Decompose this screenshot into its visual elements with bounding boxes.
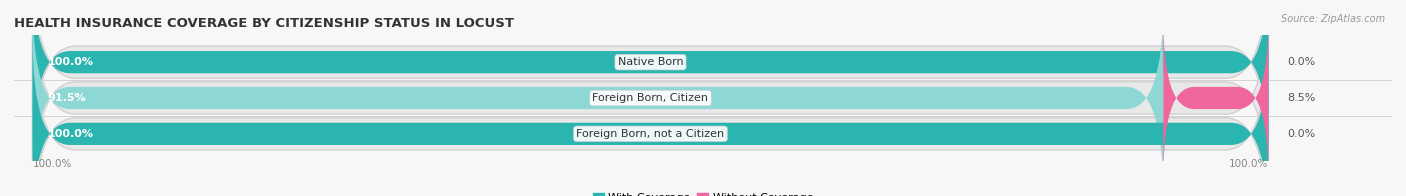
- Text: 100.0%: 100.0%: [48, 129, 93, 139]
- FancyBboxPatch shape: [32, 37, 1268, 196]
- Text: 0.0%: 0.0%: [1286, 57, 1315, 67]
- Legend: With Coverage, Without Coverage: With Coverage, Without Coverage: [592, 193, 814, 196]
- Text: 8.5%: 8.5%: [1286, 93, 1315, 103]
- FancyBboxPatch shape: [1163, 20, 1268, 176]
- Text: HEALTH INSURANCE COVERAGE BY CITIZENSHIP STATUS IN LOCUST: HEALTH INSURANCE COVERAGE BY CITIZENSHIP…: [14, 17, 515, 30]
- Text: Source: ZipAtlas.com: Source: ZipAtlas.com: [1281, 14, 1385, 24]
- FancyBboxPatch shape: [32, 24, 1268, 196]
- Text: 91.5%: 91.5%: [48, 93, 86, 103]
- Text: Native Born: Native Born: [617, 57, 683, 67]
- FancyBboxPatch shape: [32, 0, 1268, 172]
- FancyBboxPatch shape: [32, 0, 1268, 159]
- Text: Foreign Born, not a Citizen: Foreign Born, not a Citizen: [576, 129, 724, 139]
- FancyBboxPatch shape: [32, 0, 1268, 196]
- Text: 0.0%: 0.0%: [1286, 129, 1315, 139]
- Text: 100.0%: 100.0%: [32, 159, 72, 169]
- Text: 100.0%: 100.0%: [48, 57, 93, 67]
- Text: Foreign Born, Citizen: Foreign Born, Citizen: [592, 93, 709, 103]
- Text: 100.0%: 100.0%: [1229, 159, 1268, 169]
- FancyBboxPatch shape: [32, 2, 1163, 194]
